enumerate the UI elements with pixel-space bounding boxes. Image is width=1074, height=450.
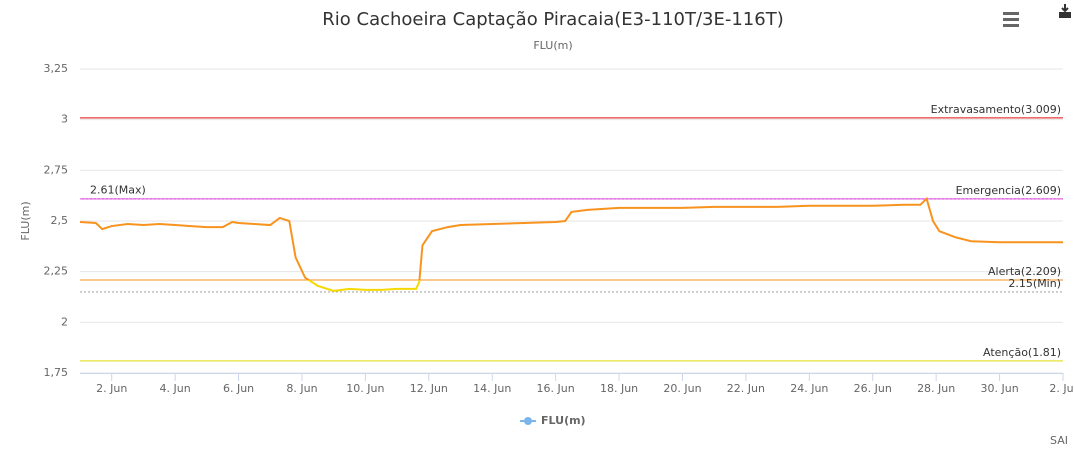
menu-button[interactable] xyxy=(1003,12,1019,27)
x-tick-label: 8. Jun xyxy=(286,382,317,395)
x-tick-label: 30. Jun xyxy=(980,382,1018,395)
x-tick-label: 26. Jun xyxy=(854,382,892,395)
chart-subtitle: FLU(m) xyxy=(533,39,572,52)
plot-line-label: Atenção(1.81) xyxy=(983,346,1061,359)
data-line xyxy=(79,196,1063,280)
plot-line-label: Alerta(2.209) xyxy=(988,265,1061,278)
y-tick-label: 3 xyxy=(61,113,68,126)
x-tick-label: 16. Jun xyxy=(537,382,575,395)
x-tick-label: 14. Jun xyxy=(473,382,511,395)
y-tick-label: 3,25 xyxy=(44,62,69,75)
x-tick-label: 20. Jun xyxy=(663,382,701,395)
credit: SAI xyxy=(1050,434,1068,447)
x-tick-label: 2. Jul xyxy=(1049,382,1074,395)
chart-title: Rio Cachoeira Captação Piracaia(E3-110T/… xyxy=(322,9,783,30)
x-tick-label: 4. Jun xyxy=(160,382,191,395)
plot-line-label: Emergencia(2.609) xyxy=(956,184,1061,197)
y-tick-label: 2,5 xyxy=(51,214,69,227)
legend-label: FLU(m) xyxy=(541,414,586,427)
x-tick-label: 24. Jun xyxy=(790,382,828,395)
x-tick-label: 6. Jun xyxy=(223,382,254,395)
x-tick-label: 18. Jun xyxy=(600,382,638,395)
x-tick-label: 2. Jun xyxy=(96,382,127,395)
x-tick-label: 10. Jun xyxy=(346,382,384,395)
y-tick-label: 2,75 xyxy=(44,163,69,176)
y-tick-label: 1,75 xyxy=(44,366,69,379)
plot-line-label: Extravasamento(3.009) xyxy=(931,103,1061,116)
x-tick-label: 28. Jun xyxy=(917,382,955,395)
x-tick-label: 12. Jun xyxy=(410,382,448,395)
plot-line-label: 2.15(Min) xyxy=(1008,277,1061,290)
plot-line-label: 2.61(Max) xyxy=(90,184,146,197)
y-tick-label: 2 xyxy=(61,315,68,328)
y-tick-label: 2,25 xyxy=(44,265,69,278)
x-tick-label: 22. Jun xyxy=(727,382,765,395)
y-axis-title: FLU(m) xyxy=(19,201,32,240)
legend-marker xyxy=(524,417,532,425)
download-button[interactable] xyxy=(1059,4,1071,18)
